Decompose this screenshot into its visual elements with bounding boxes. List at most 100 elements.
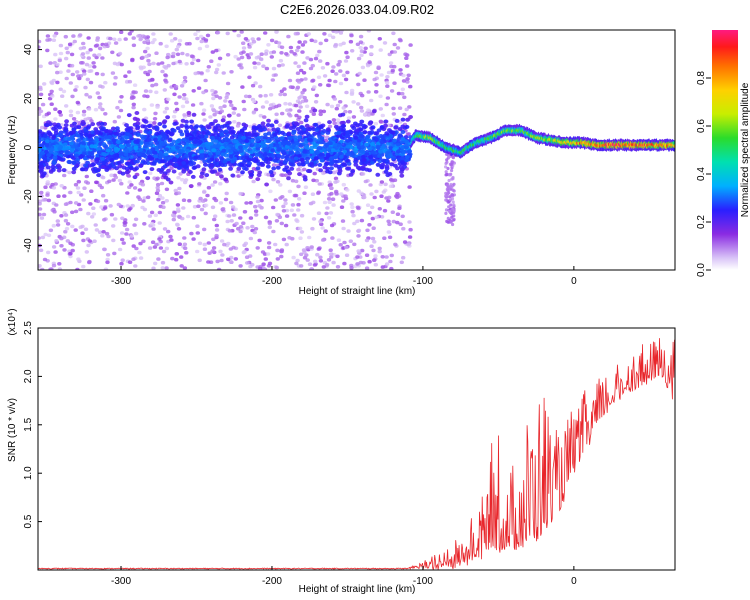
spectrogram-cell — [368, 120, 373, 125]
spectrogram-cell — [406, 242, 411, 247]
spectrogram-cell — [111, 138, 117, 143]
spectrogram-cell — [241, 41, 246, 45]
spectrogram-cell — [38, 202, 42, 206]
spectrogram-cell — [120, 171, 126, 176]
spectrogram-cell — [319, 136, 325, 141]
spectrogram-cell — [379, 140, 385, 145]
spectrogram-cell — [201, 108, 207, 112]
spectrogram-cell — [45, 48, 50, 53]
spectrogram-cell — [271, 66, 277, 71]
spectrogram-cell — [116, 160, 122, 165]
spectrogram-cell — [378, 48, 383, 52]
spectrogram-cell — [404, 124, 410, 129]
spectrogram-cell — [356, 189, 361, 193]
spectrogram-cell — [147, 214, 153, 218]
spectrogram-cell — [360, 65, 366, 70]
spectrogram-cell — [302, 153, 307, 158]
spectrogram-cell — [375, 141, 381, 146]
spectrogram-cell — [383, 123, 388, 128]
spectrogram-cell — [345, 144, 351, 149]
spectrogram-cell — [86, 107, 92, 111]
spectrogram-cell — [171, 61, 176, 66]
spectrogram-cell — [325, 169, 330, 174]
spectrogram-cell — [71, 170, 77, 175]
spectrogram-cell — [269, 55, 274, 59]
spectrogram-cell — [294, 218, 299, 222]
spectrogram-cell — [363, 46, 368, 51]
spectrogram-cell — [377, 249, 382, 254]
spectrogram-cell — [188, 162, 194, 167]
spectrogram-cell — [182, 266, 188, 270]
spectrogram-cell — [175, 203, 181, 207]
spectrogram-cell — [74, 85, 79, 89]
spectrogram-cell — [80, 120, 86, 124]
spectrogram-cell — [141, 199, 146, 203]
spectrogram-cell — [214, 223, 219, 228]
spectrogram-cell — [197, 46, 203, 51]
spectrogram-cell — [164, 266, 169, 270]
spectrogram-cell — [161, 142, 166, 147]
spectrogram-cell — [133, 231, 139, 236]
spectrogram-cell — [197, 140, 203, 144]
spectrogram-cell — [140, 182, 146, 187]
spectrogram-cell — [226, 157, 231, 162]
spectrogram-cell — [103, 129, 109, 134]
spectrogram-cell — [218, 105, 223, 110]
spectrogram-cell — [370, 205, 375, 210]
spectrogram-cell — [82, 137, 88, 142]
spectrogram-cell — [334, 106, 339, 111]
spectrogram-cell — [289, 49, 294, 54]
spectrogram-cell — [184, 250, 189, 255]
spectrogram-cell — [318, 259, 324, 263]
spectrogram-cell — [146, 195, 151, 200]
spectrogram-cell — [152, 121, 157, 125]
spectrogram-cell — [395, 212, 401, 216]
spectrogram-cell — [349, 33, 354, 38]
spectrogram-cell — [211, 246, 217, 250]
spectrogram-cell — [286, 131, 292, 136]
spectrogram-cell — [151, 32, 156, 36]
spectrogram-cell — [232, 30, 237, 33]
spectrogram-cell — [92, 65, 97, 69]
spectrogram-cell — [362, 112, 368, 117]
spectrogram-cell — [150, 147, 156, 152]
spectrogram-cell — [155, 188, 161, 193]
spectrogram-cell — [95, 199, 101, 204]
spectrogram-cell — [248, 236, 254, 241]
spectrogram-cell — [359, 105, 364, 110]
spectrogram-cell — [132, 175, 138, 180]
spectrogram-cell — [297, 135, 302, 140]
spectrogram-cell — [308, 138, 313, 142]
spectrogram-cell — [97, 105, 103, 110]
spectrogram-cell — [45, 193, 50, 197]
spectrogram-cell — [117, 37, 122, 42]
spectrogram-cell — [63, 128, 69, 133]
spectrogram-cell — [240, 85, 245, 89]
spectrogram-cell — [324, 135, 330, 140]
spectrogram-cell — [42, 134, 48, 138]
spectrogram-cell — [292, 52, 297, 56]
spectrogram-cell — [203, 38, 209, 42]
spectrogram-cell — [73, 88, 78, 92]
spectrogram-cell — [123, 74, 128, 78]
spectrogram-cell — [191, 112, 197, 117]
spectrogram-cell — [63, 218, 69, 223]
spectrogram-cell — [151, 227, 156, 231]
spectrogram-cell — [103, 42, 109, 47]
spectrogram-cell — [351, 213, 356, 218]
spectrogram-cell — [102, 218, 107, 222]
spectrogram-cell — [304, 160, 310, 165]
spectrogram-cell — [263, 215, 269, 220]
spectrogram-cell — [311, 217, 317, 221]
spectrogram-cell — [109, 157, 114, 162]
spectrogram-cell — [367, 223, 372, 227]
spectrogram-cell — [452, 217, 456, 222]
spectrogram-cell — [146, 124, 152, 129]
spectrogram-cell — [255, 143, 260, 148]
spectrogram-cell — [379, 73, 384, 77]
spectrogram-cell — [212, 169, 218, 174]
spectrogram-cell — [58, 43, 64, 48]
spectrogram-cell — [99, 121, 105, 126]
spectrogram-cell — [184, 133, 190, 137]
spectrogram-cell — [299, 213, 305, 218]
